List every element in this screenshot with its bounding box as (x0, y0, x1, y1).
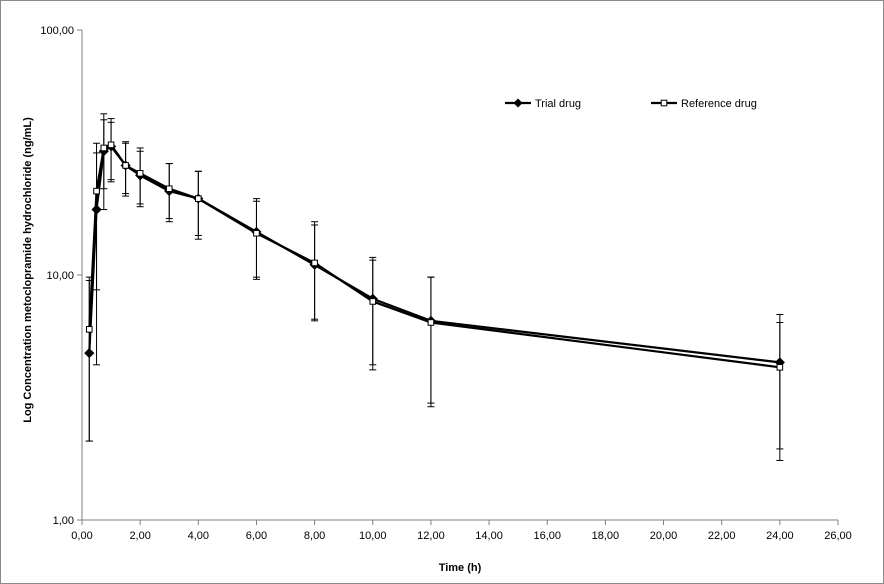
y-tick-label: 100,00 (40, 25, 74, 37)
x-tick-label: 0,00 (71, 530, 92, 542)
legend-marker (660, 99, 668, 107)
x-tick-label: 8,00 (304, 530, 325, 542)
x-tick-label: 16,00 (533, 530, 561, 542)
y-axis-title: Log Concentration metoclopramide hydroch… (22, 117, 34, 423)
x-tick-label: 12,00 (417, 530, 445, 542)
x-tick-label: 14,00 (475, 530, 503, 542)
x-tick-label: 20,00 (650, 530, 678, 542)
data-point (85, 326, 93, 333)
series-line (88, 145, 780, 364)
x-tick-label: 10,00 (359, 530, 387, 542)
y-tick-label: 10,00 (46, 270, 74, 282)
series-trial-drug (84, 113, 785, 450)
series-layer (84, 113, 785, 461)
x-tick-label: 24,00 (766, 530, 794, 542)
data-point (427, 319, 435, 326)
x-tick-label: 22,00 (708, 530, 736, 542)
data-point (93, 187, 100, 195)
x-tick-label: 18,00 (592, 530, 620, 542)
axes: 0,00 2,00 4,00 6,00 8,00 10,00 12,00 14,00 16,00… (40, 25, 851, 542)
data-point (311, 259, 318, 267)
data-point (195, 195, 202, 202)
x-tick-label: 2,00 (129, 530, 150, 542)
data-point (776, 364, 784, 371)
legend-label: Trial drug (535, 98, 581, 110)
x-tick-label: 4,00 (188, 530, 209, 542)
x-axis-title: Time (h) (439, 562, 482, 574)
legend: Trial drug Reference drug (505, 98, 757, 110)
legend-label: Reference drug (681, 98, 757, 110)
series-reference-drug (85, 118, 784, 461)
data-point (136, 170, 144, 177)
data-point (107, 141, 115, 149)
x-tick-label: 26,00 (824, 530, 852, 542)
y-tick-label: 1,00 (53, 515, 74, 527)
data-point (369, 298, 377, 305)
x-tick-label: 6,00 (246, 530, 267, 542)
data-point (253, 229, 260, 237)
data-point (122, 162, 129, 169)
series-line (88, 143, 780, 369)
data-point (100, 144, 108, 152)
data-point (165, 185, 173, 193)
legend-marker (513, 98, 523, 108)
